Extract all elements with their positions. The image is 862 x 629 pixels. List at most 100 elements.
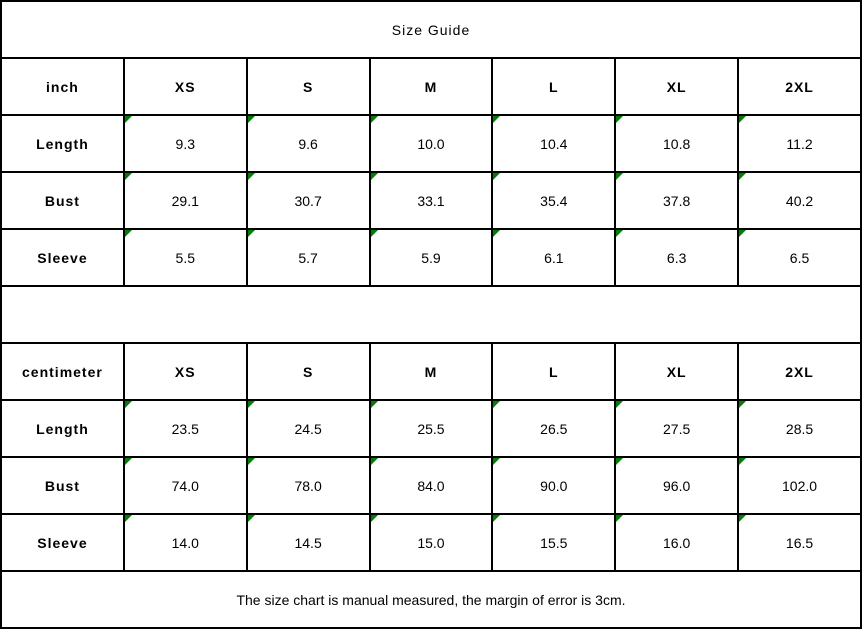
size-value-cell: 96.0 xyxy=(614,456,740,515)
cell-corner-marker-icon xyxy=(371,117,378,123)
cell-corner-marker-icon xyxy=(740,459,747,465)
size-value: 26.5 xyxy=(540,420,568,437)
size-header-xl: XL xyxy=(614,342,740,401)
size-header-s: S xyxy=(245,342,371,401)
cell-corner-marker-icon xyxy=(740,174,747,180)
size-value: 30.7 xyxy=(294,192,322,209)
size-value: 10.4 xyxy=(540,135,568,152)
size-value: 84.0 xyxy=(417,477,445,494)
cell-corner-marker-icon xyxy=(125,174,132,180)
size-value-cell: 40.2 xyxy=(737,171,862,230)
size-header-xl: XL xyxy=(614,57,740,116)
size-header-xs: XS xyxy=(122,342,248,401)
inch-sleeve-row: Sleeve 5.5 5.7 5.9 6.1 6.3 6.5 xyxy=(0,228,862,287)
cell-corner-marker-icon xyxy=(617,231,624,237)
cm-header-row: centimeter XS S M L XL 2XL xyxy=(0,342,862,401)
size-header-l: L xyxy=(491,57,617,116)
size-value-cell: 15.5 xyxy=(491,513,617,572)
size-value: 14.5 xyxy=(294,534,322,551)
cell-corner-marker-icon xyxy=(371,459,378,465)
inch-header-row: inch XS S M L XL 2XL xyxy=(0,57,862,116)
inch-bust-row: Bust 29.1 30.7 33.1 35.4 37.8 40.2 xyxy=(0,171,862,230)
size-value-cell: 10.8 xyxy=(614,114,740,173)
size-value: 74.0 xyxy=(171,477,199,494)
cell-corner-marker-icon xyxy=(248,459,255,465)
size-value: 29.1 xyxy=(171,192,199,209)
row-label: Bust xyxy=(0,456,125,515)
size-value: 78.0 xyxy=(294,477,322,494)
size-value-cell: 6.3 xyxy=(614,228,740,287)
cell-corner-marker-icon xyxy=(248,516,255,522)
size-value-cell: 102.0 xyxy=(737,456,862,515)
cm-bust-row: Bust 74.0 78.0 84.0 90.0 96.0 102.0 xyxy=(0,456,862,515)
size-value: 35.4 xyxy=(540,192,568,209)
cell-corner-marker-icon xyxy=(248,231,255,237)
spacer-row xyxy=(0,285,862,344)
size-value: 90.0 xyxy=(540,477,568,494)
page-title: Size Guide xyxy=(0,0,862,59)
cell-corner-marker-icon xyxy=(494,174,501,180)
size-value-cell: 16.0 xyxy=(614,513,740,572)
size-value: 10.0 xyxy=(417,135,445,152)
cm-unit-header: centimeter xyxy=(0,342,125,401)
size-header-l: L xyxy=(491,342,617,401)
cell-corner-marker-icon xyxy=(617,402,624,408)
cell-corner-marker-icon xyxy=(494,402,501,408)
size-value: 11.2 xyxy=(786,135,813,152)
size-value-cell: 9.3 xyxy=(122,114,248,173)
cm-length-row: Length 23.5 24.5 25.5 26.5 27.5 28.5 xyxy=(0,399,862,458)
row-label: Bust xyxy=(0,171,125,230)
size-value: 6.3 xyxy=(666,249,687,266)
cell-corner-marker-icon xyxy=(125,231,132,237)
spacer-cell xyxy=(0,285,862,344)
cell-corner-marker-icon xyxy=(740,231,747,237)
footer-note: The size chart is manual measured, the m… xyxy=(0,570,862,629)
row-label: Sleeve xyxy=(0,228,125,287)
cell-corner-marker-icon xyxy=(617,516,624,522)
size-value-cell: 78.0 xyxy=(245,456,371,515)
row-label: Length xyxy=(0,114,125,173)
size-value-cell: 26.5 xyxy=(491,399,617,458)
row-label: Length xyxy=(0,399,125,458)
size-value: 5.5 xyxy=(175,249,195,266)
size-value-cell: 35.4 xyxy=(491,171,617,230)
size-value-cell: 90.0 xyxy=(491,456,617,515)
size-value-cell: 30.7 xyxy=(245,171,371,230)
size-value-cell: 14.5 xyxy=(245,513,371,572)
size-value-cell: 84.0 xyxy=(368,456,494,515)
title-row: Size Guide xyxy=(0,0,862,59)
size-value: 102.0 xyxy=(782,477,818,494)
cell-corner-marker-icon xyxy=(740,516,747,522)
cell-corner-marker-icon xyxy=(494,516,501,522)
size-value: 5.7 xyxy=(298,249,318,266)
size-value: 25.5 xyxy=(417,420,445,437)
size-value-cell: 5.5 xyxy=(122,228,248,287)
size-value-cell: 37.8 xyxy=(614,171,740,230)
size-value: 15.5 xyxy=(540,534,568,551)
size-value: 9.6 xyxy=(298,135,318,152)
size-header-xs: XS xyxy=(122,57,248,116)
size-value-cell: 25.5 xyxy=(368,399,494,458)
size-value-cell: 5.7 xyxy=(245,228,371,287)
size-value-cell: 29.1 xyxy=(122,171,248,230)
size-value: 6.1 xyxy=(544,249,564,266)
cell-corner-marker-icon xyxy=(125,117,132,123)
size-header-2xl: 2XL xyxy=(737,342,862,401)
cell-corner-marker-icon xyxy=(248,174,255,180)
cell-corner-marker-icon xyxy=(617,459,624,465)
size-value: 16.5 xyxy=(785,534,814,551)
cell-corner-marker-icon xyxy=(371,231,378,237)
size-value-cell: 27.5 xyxy=(614,399,740,458)
size-header-m: M xyxy=(368,342,494,401)
size-value: 9.3 xyxy=(175,135,195,152)
cell-corner-marker-icon xyxy=(371,516,378,522)
cell-corner-marker-icon xyxy=(494,231,501,237)
size-value: 40.2 xyxy=(785,192,814,209)
cell-corner-marker-icon xyxy=(617,117,624,123)
cell-corner-marker-icon xyxy=(740,402,747,408)
size-value: 23.5 xyxy=(171,420,199,437)
size-value-cell: 15.0 xyxy=(368,513,494,572)
size-value-cell: 74.0 xyxy=(122,456,248,515)
